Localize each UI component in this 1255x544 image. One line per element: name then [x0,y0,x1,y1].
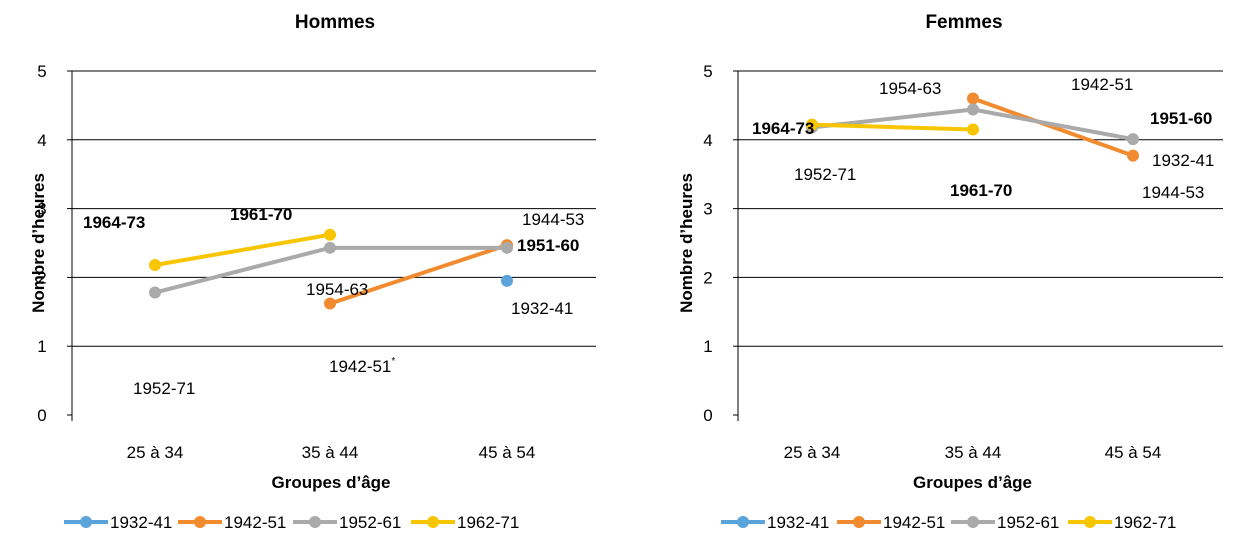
data-point [324,241,336,254]
y-tick-label: 1 [703,337,712,356]
annotation-label: 1932-41 [1152,151,1214,170]
data-point [149,286,161,299]
series-line-segment [328,243,509,306]
y-tick-label: 5 [703,62,712,81]
legend-swatch-marker [427,516,439,528]
legend-swatch-marker [737,516,749,528]
annotation-label: 1961-70 [950,181,1012,200]
legend-label: 1962-71 [457,513,519,532]
x-tick-label: 25 à 34 [784,443,841,462]
chart-panel-1: Femmes 0 1 2 3 4 5 25 à 34 35 à 44 45 à 54 Groupes… [677,12,1223,532]
legend-swatch-marker [80,516,92,528]
annotation-label: 1964-73 [752,119,814,138]
x-tick-label: 25 à 34 [127,443,184,462]
legend-item: 1942-51 [837,513,945,532]
legend-item: 1962-71 [411,513,519,532]
y-axis-title: Nombre d’heures [29,173,48,313]
y-tick-label: 2 [703,268,712,287]
legend-item: 1952-61 [951,513,1059,532]
chart-panel-0: Hommes 0 1 2 3 4 5 25 à 34 35 à 44 45 à 54 Groupes… [29,12,596,532]
annotation-label: 1932-41 [511,299,573,318]
legend-swatch-marker [853,516,865,528]
annotation-label: 1951-60 [517,236,579,255]
legend-item: 1962-71 [1068,513,1176,532]
legend-label: 1952-61 [339,513,401,532]
data-point [967,103,979,116]
legend-item: 1942-51 [178,513,286,532]
y-axis-title: Nombre d’heures [677,173,696,313]
series-1942-51 [967,92,1139,162]
chart-title: Hommes [295,12,375,33]
series-line-segment [810,122,975,132]
x-tick-label: 45 à 54 [1105,443,1162,462]
legend-swatch-marker [194,516,206,528]
series-line-segment [153,245,332,295]
legend-item: 1932-41 [721,513,829,532]
legend-label: 1942-51 [224,513,286,532]
legend: 1932-41 1942-51 1952-61 1962-71 [721,513,1176,532]
x-tick-label: 35 à 44 [945,443,1002,462]
data-point [149,259,161,272]
legend-swatch-marker [309,516,321,528]
annotation-label: 1952-71 [794,165,856,184]
series-line-segment [153,232,332,268]
series-1932-41 [501,274,513,287]
annotation-label: 1954-63 [306,280,368,299]
series-1962-71 [806,118,979,136]
footnote-marker: * [391,356,395,367]
data-point [324,228,336,241]
series-line-segment [971,107,1135,142]
annotation-label: 1944-53 [522,210,584,229]
annotation-label: 1944-53 [1142,183,1204,202]
y-tick-label: 3 [37,200,46,219]
legend-item: 1952-61 [293,513,401,532]
y-tick-label: 2 [37,268,46,287]
legend-item: 1932-41 [64,513,172,532]
y-tick-label: 4 [703,131,712,150]
legend-label: 1942-51 [883,513,945,532]
y-tick-label: 1 [37,337,46,356]
annotation-label: 1942-51 [1071,75,1133,94]
x-tick-label: 35 à 44 [302,443,359,462]
y-tick-label: 4 [37,131,46,150]
series-1952-61 [149,241,513,299]
series-line-segment [971,96,1135,158]
legend-label: 1932-41 [110,513,172,532]
annotation-label: 1951-60 [1150,109,1212,128]
legend-label: 1932-41 [767,513,829,532]
y-tick-label: 5 [37,62,46,81]
annotation-label: 1942-51* [329,356,395,376]
y-tick-label: 0 [37,406,46,425]
chart-title: Femmes [925,12,1002,33]
legend-label: 1962-71 [1114,513,1176,532]
y-tick-label: 0 [703,406,712,425]
legend-swatch-marker [1084,516,1096,528]
legend-swatch-marker [967,516,979,528]
series-1962-71 [149,228,336,272]
annotation-label: 1961-70 [230,205,292,224]
x-tick-label: 45 à 54 [479,443,536,462]
annotation-label: 1952-71 [133,379,195,398]
x-axis-title: Groupes d’âge [271,473,390,492]
data-point [967,123,979,136]
data-point [501,241,513,254]
data-point [1127,149,1139,162]
annotation-label: 1954-63 [879,79,941,98]
data-point [967,92,979,105]
legend: 1932-41 1942-51 1952-61 1962-71 [64,513,519,532]
y-tick-label: 3 [703,200,712,219]
annotation-label: 1964-73 [83,213,145,232]
data-point [1127,133,1139,146]
x-axis-title: Groupes d’âge [913,473,1032,492]
data-point [806,118,818,131]
legend-label: 1952-61 [997,513,1059,532]
data-point [501,274,513,287]
data-point [324,297,336,310]
